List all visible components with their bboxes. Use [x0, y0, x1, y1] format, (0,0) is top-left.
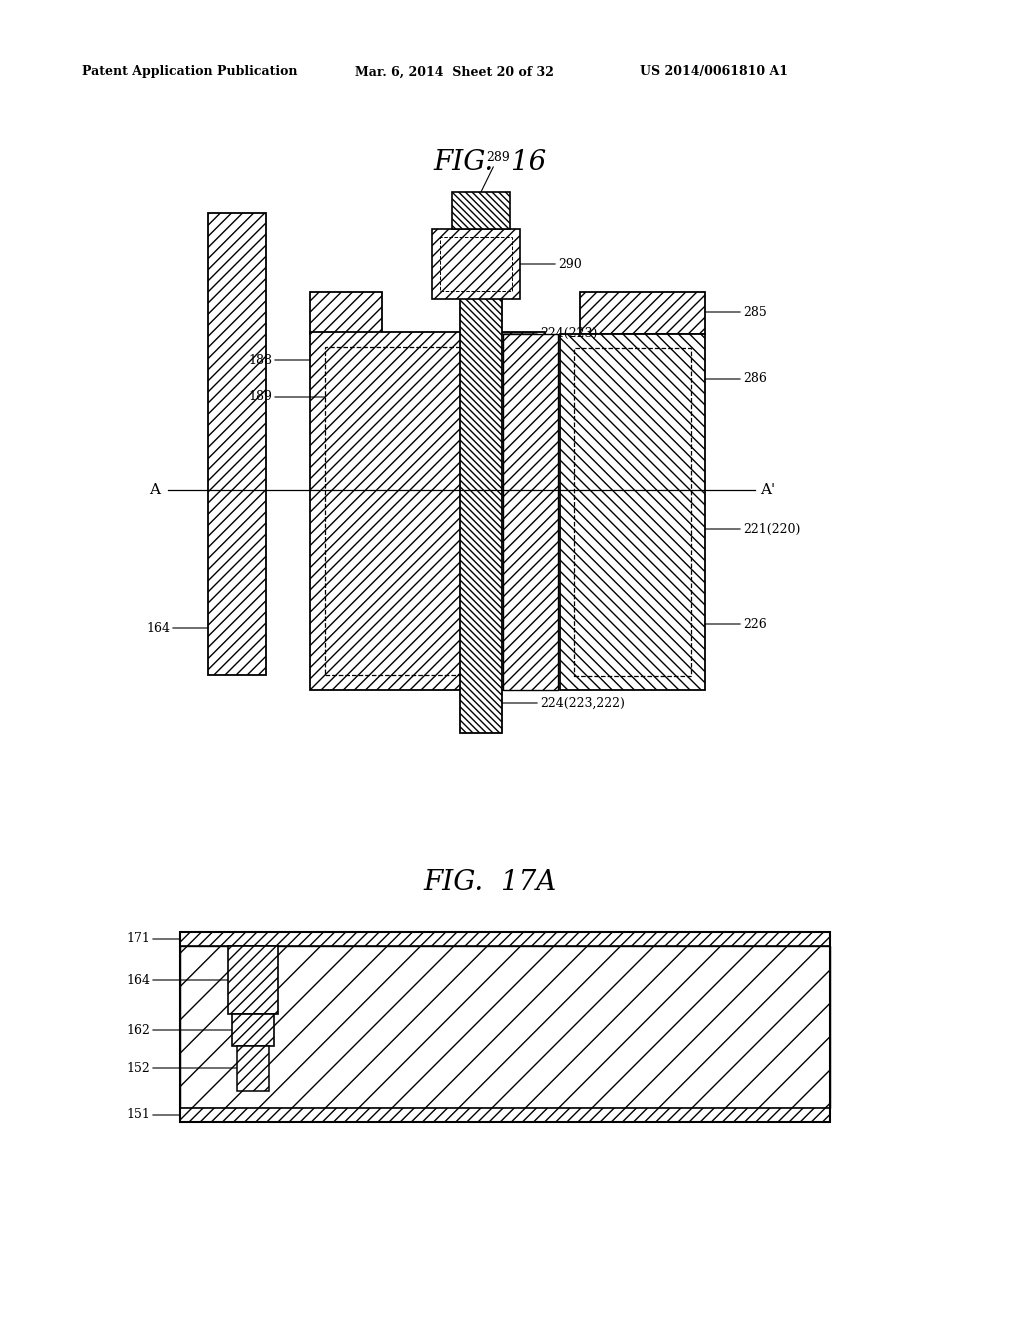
Bar [580, 292, 705, 334]
Bar [452, 191, 510, 228]
Text: 152: 152 [126, 1061, 237, 1074]
Bar [180, 932, 830, 946]
Bar [228, 946, 278, 1014]
Bar [237, 1045, 269, 1092]
Text: FIG.  17A: FIG. 17A [423, 869, 557, 895]
Bar [460, 228, 502, 733]
Bar [325, 347, 530, 675]
Bar [574, 348, 691, 676]
Bar [503, 334, 558, 690]
Text: 164: 164 [126, 974, 228, 986]
Text: 189: 189 [248, 391, 325, 404]
Bar [180, 946, 830, 1107]
Text: 162: 162 [126, 1023, 232, 1036]
Text: A: A [150, 483, 160, 498]
Text: 290: 290 [520, 257, 582, 271]
Text: Mar. 6, 2014  Sheet 20 of 32: Mar. 6, 2014 Sheet 20 of 32 [355, 66, 554, 78]
Bar [560, 334, 705, 690]
Text: 164: 164 [146, 622, 208, 635]
Bar [180, 932, 830, 1122]
Text: FIG.  16: FIG. 16 [433, 149, 547, 176]
Bar [440, 238, 512, 290]
Text: 188: 188 [248, 354, 310, 367]
Text: 286: 286 [705, 372, 767, 385]
Text: 224(223): 224(223) [502, 326, 597, 339]
Text: 226: 226 [705, 618, 767, 631]
Text: 151: 151 [126, 1109, 180, 1122]
Text: 285: 285 [705, 305, 767, 318]
Bar [310, 292, 382, 334]
Text: 171: 171 [126, 932, 180, 945]
Text: 224(223,222): 224(223,222) [502, 697, 625, 710]
Bar [310, 333, 545, 690]
Bar [232, 1014, 274, 1045]
Text: 289: 289 [481, 150, 510, 191]
Bar [432, 228, 520, 300]
Text: A': A' [760, 483, 775, 498]
Bar [208, 213, 266, 675]
Text: 221(220): 221(220) [705, 523, 801, 536]
Text: Patent Application Publication: Patent Application Publication [82, 66, 298, 78]
Bar [180, 1107, 830, 1122]
Text: US 2014/0061810 A1: US 2014/0061810 A1 [640, 66, 788, 78]
